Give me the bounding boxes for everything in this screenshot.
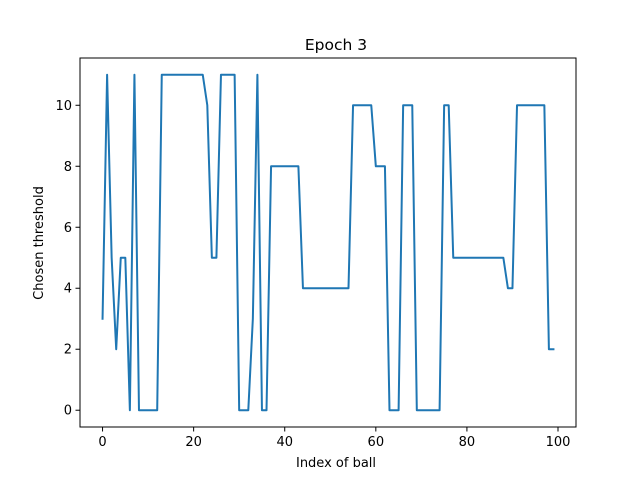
- x-tick-label: 80: [459, 435, 476, 450]
- x-tick-label: 0: [98, 435, 106, 450]
- y-tick-label: 6: [64, 221, 72, 236]
- x-tick-label: 60: [368, 435, 385, 450]
- axes-frame: [79, 57, 577, 428]
- series-line-0: [101, 73, 555, 412]
- y-tick-label: 0: [64, 404, 72, 419]
- y-tick-label: 8: [64, 160, 72, 175]
- y-tick-label: 4: [64, 282, 72, 297]
- x-tick-label: 100: [546, 435, 571, 450]
- chart-title: Epoch 3: [305, 36, 367, 54]
- plot-area: 0 20 40 60 80 100 0 2 4 6 8 10: [55, 57, 577, 450]
- y-axis-title: Chosen threshold: [32, 186, 47, 300]
- x-axis-title: Index of ball: [296, 456, 376, 471]
- y-tick-label: 2: [64, 343, 72, 358]
- y-tick-label: 10: [55, 99, 72, 114]
- x-tick-label: 40: [276, 435, 293, 450]
- x-tick-label: 20: [185, 435, 202, 450]
